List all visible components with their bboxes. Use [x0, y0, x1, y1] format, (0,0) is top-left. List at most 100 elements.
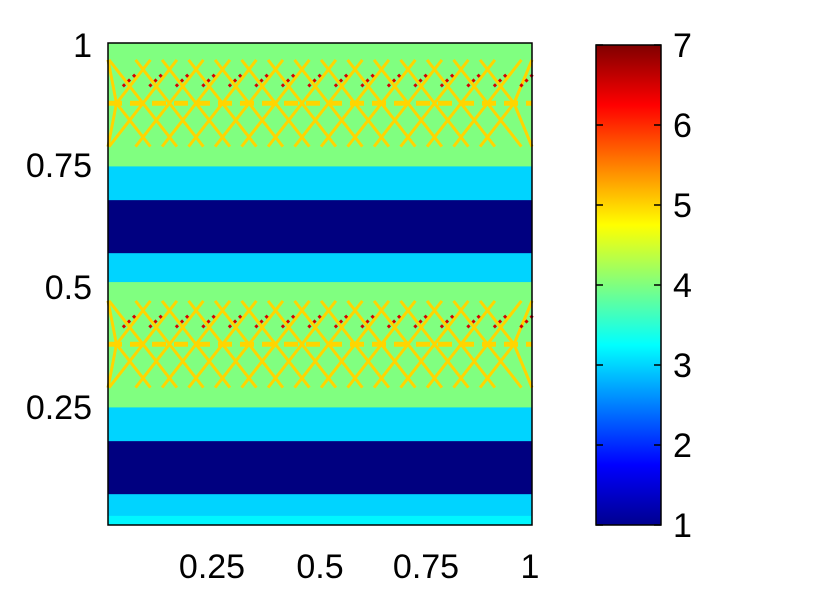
ridge-peak-mark — [254, 314, 270, 329]
ridge-peak-mark — [439, 314, 455, 329]
ridge-chevron — [107, 299, 145, 346]
x-axis: 0.25 0.5 0.75 1 — [179, 548, 540, 586]
ridge-chevron — [380, 299, 417, 346]
ridge-chevron — [168, 58, 205, 105]
ridge-peak-mark — [148, 314, 164, 329]
ridge-peak-mark — [121, 314, 137, 329]
ridge-peak-mark — [386, 73, 402, 88]
ridge-chevron — [372, 343, 410, 389]
colorbar-tick-label: 6 — [673, 107, 692, 145]
ridge-chevron — [433, 58, 470, 105]
colorbar-ticks — [596, 44, 661, 526]
heatmap-band — [108, 165, 532, 201]
ridge-chevron — [399, 102, 436, 148]
y-tick-label: 0.5 — [45, 269, 92, 307]
ridge-peak-mark — [466, 314, 482, 329]
colorbar-tick-label: 4 — [673, 267, 692, 305]
ridge-chevron — [213, 299, 251, 346]
ridge-peak-mark — [174, 73, 190, 88]
ridge-chevron — [425, 58, 463, 105]
ridge-chevron — [327, 299, 364, 346]
ridge-chevron — [300, 102, 338, 148]
ridge-chevron — [512, 343, 534, 389]
ridge-chevron — [486, 343, 523, 389]
ridge-chevron — [141, 299, 179, 346]
heatmap-band — [108, 199, 532, 254]
ridge-chevron — [107, 102, 145, 148]
ridge-chevron — [134, 58, 171, 105]
ridge-chevron — [293, 102, 330, 148]
ridge-peak-mark — [121, 73, 137, 88]
ridge-chevron — [300, 343, 338, 389]
ridge-chevron — [115, 343, 152, 389]
colorbar-tick-label: 2 — [673, 427, 692, 465]
ridge-chevron — [353, 299, 391, 346]
ridge-chevron — [240, 102, 277, 148]
ridge-chevron — [433, 102, 470, 148]
ridge-peak-mark — [227, 314, 243, 329]
ridge-chevron — [293, 343, 330, 389]
colorbar-tick-label: 1 — [673, 507, 692, 545]
ridge-chevron — [221, 343, 258, 389]
heatmap-band — [108, 515, 532, 526]
ridge-chevron — [459, 102, 497, 148]
ridge-chevron — [141, 343, 179, 389]
ridge-chevron — [266, 299, 304, 346]
ridge-chevron — [452, 58, 489, 105]
ridge-chevron — [293, 58, 330, 105]
ridge-chevron — [106, 59, 118, 104]
ridge-peak-mark — [360, 73, 376, 88]
ridge-chevron — [187, 102, 224, 148]
ridge-chevron — [106, 300, 118, 345]
ridge-chevron — [160, 343, 198, 389]
ridge-peak-mark — [201, 73, 217, 88]
ridge-chevron — [353, 343, 391, 389]
ridge-chevron — [160, 58, 198, 105]
ridge-chevron — [452, 299, 489, 346]
ridge-chevron — [213, 102, 251, 148]
y-axis: 0.25 0.5 0.75 1 — [26, 27, 92, 427]
ridge-chevron — [213, 343, 251, 389]
ridge-chevron — [106, 343, 118, 388]
ridge-chevron — [478, 299, 516, 346]
ridge-chevron — [353, 102, 391, 148]
ridge-peak-mark — [360, 314, 376, 329]
ridge-chevron — [168, 102, 205, 148]
ridge-peak-mark — [280, 73, 296, 88]
x-tick-label: 1 — [521, 548, 540, 586]
ridge-chevron — [459, 299, 497, 346]
ridge-chevron — [406, 343, 444, 389]
ridge-peak-mark — [174, 314, 190, 329]
ridge-chevron — [399, 58, 436, 105]
ridge-chevron — [399, 343, 436, 389]
ridge-peak-mark — [254, 73, 270, 88]
ridge-chevron — [141, 102, 179, 148]
ridge-chevron — [187, 343, 224, 389]
heatmap-band — [108, 493, 532, 516]
ridge-chevron — [134, 343, 171, 389]
ridge-chevron — [452, 102, 489, 148]
ridge-chevron — [300, 58, 338, 105]
heatmap-band — [108, 406, 532, 442]
heatmap-axes-frame — [107, 42, 533, 526]
ridge-chevron — [478, 343, 516, 389]
ridge-chevron — [327, 102, 364, 148]
ridge-chevron — [478, 58, 516, 105]
y-tick-label: 0.75 — [26, 147, 92, 185]
ridge-chevron — [194, 299, 232, 346]
ridge-peak-mark — [492, 73, 508, 88]
colorbar-tick-label: 5 — [673, 187, 692, 225]
ridge-chevron — [115, 102, 152, 148]
ridge-chevron — [380, 58, 417, 105]
ridge-chevron — [247, 58, 285, 105]
ridge-peak-mark — [386, 314, 402, 329]
ridge-chevron — [372, 299, 410, 346]
ridge-chevron — [240, 299, 277, 346]
ridge-chevron — [266, 58, 304, 105]
ridge-chevron — [406, 102, 444, 148]
ridge-peak-mark — [201, 314, 217, 329]
y-tick-label: 0.25 — [26, 389, 92, 427]
ridge-chevron — [346, 58, 383, 105]
ridge-chevron — [319, 343, 357, 389]
ridge-chevron — [213, 58, 251, 105]
